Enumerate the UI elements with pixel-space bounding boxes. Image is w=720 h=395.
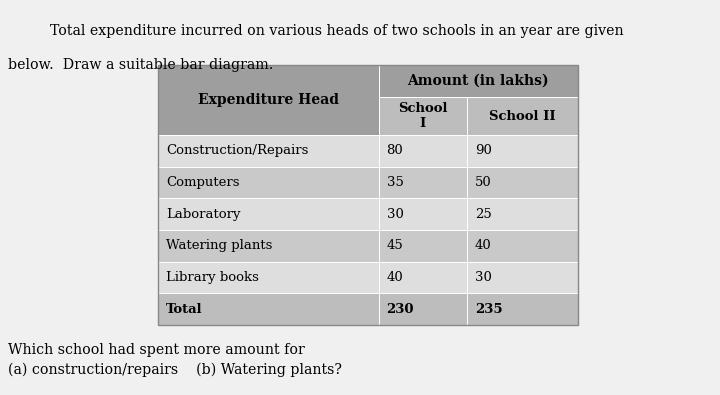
Text: (a) construction/repairs    (b) Watering plants?: (a) construction/repairs (b) Watering pl… — [8, 363, 342, 377]
Bar — [467, 167, 578, 198]
Text: 90: 90 — [474, 144, 492, 157]
Text: Total: Total — [166, 303, 202, 316]
Text: 235: 235 — [474, 303, 503, 316]
Bar — [158, 261, 379, 293]
Text: School II: School II — [489, 109, 556, 122]
Text: Amount (in lakhs): Amount (in lakhs) — [408, 74, 549, 88]
Bar — [158, 65, 578, 325]
Bar — [379, 97, 467, 135]
Bar — [379, 167, 467, 198]
Bar — [379, 293, 467, 325]
Text: Watering plants: Watering plants — [166, 239, 272, 252]
Text: Which school had spent more amount for: Which school had spent more amount for — [8, 343, 305, 357]
Bar — [379, 135, 467, 167]
Text: 40: 40 — [474, 239, 492, 252]
Text: 230: 230 — [387, 303, 414, 316]
Bar — [158, 230, 379, 261]
Bar — [158, 135, 379, 167]
Bar — [379, 65, 578, 97]
Text: Total expenditure incurred on various heads of two schools in an year are given: Total expenditure incurred on various he… — [50, 24, 624, 38]
Bar — [158, 167, 379, 198]
Bar — [158, 65, 379, 135]
Text: Computers: Computers — [166, 176, 240, 189]
Text: 25: 25 — [474, 208, 492, 221]
Bar — [467, 293, 578, 325]
Bar — [379, 230, 467, 261]
Text: below.  Draw a suitable bar diagram.: below. Draw a suitable bar diagram. — [8, 58, 274, 72]
Text: School
I: School I — [398, 102, 447, 130]
Bar — [467, 97, 578, 135]
Bar — [158, 198, 379, 230]
Text: Construction/Repairs: Construction/Repairs — [166, 144, 308, 157]
Text: 40: 40 — [387, 271, 403, 284]
Bar — [158, 293, 379, 325]
Bar — [379, 261, 467, 293]
Text: 80: 80 — [387, 144, 403, 157]
Bar — [467, 261, 578, 293]
Text: 45: 45 — [387, 239, 403, 252]
Bar — [379, 198, 467, 230]
Text: 30: 30 — [387, 208, 403, 221]
Text: Expenditure Head: Expenditure Head — [198, 93, 338, 107]
Text: 50: 50 — [474, 176, 492, 189]
Text: Library books: Library books — [166, 271, 259, 284]
Bar — [467, 198, 578, 230]
Text: 30: 30 — [474, 271, 492, 284]
Text: Laboratory: Laboratory — [166, 208, 240, 221]
Text: 35: 35 — [387, 176, 403, 189]
Bar — [467, 135, 578, 167]
Bar — [467, 230, 578, 261]
